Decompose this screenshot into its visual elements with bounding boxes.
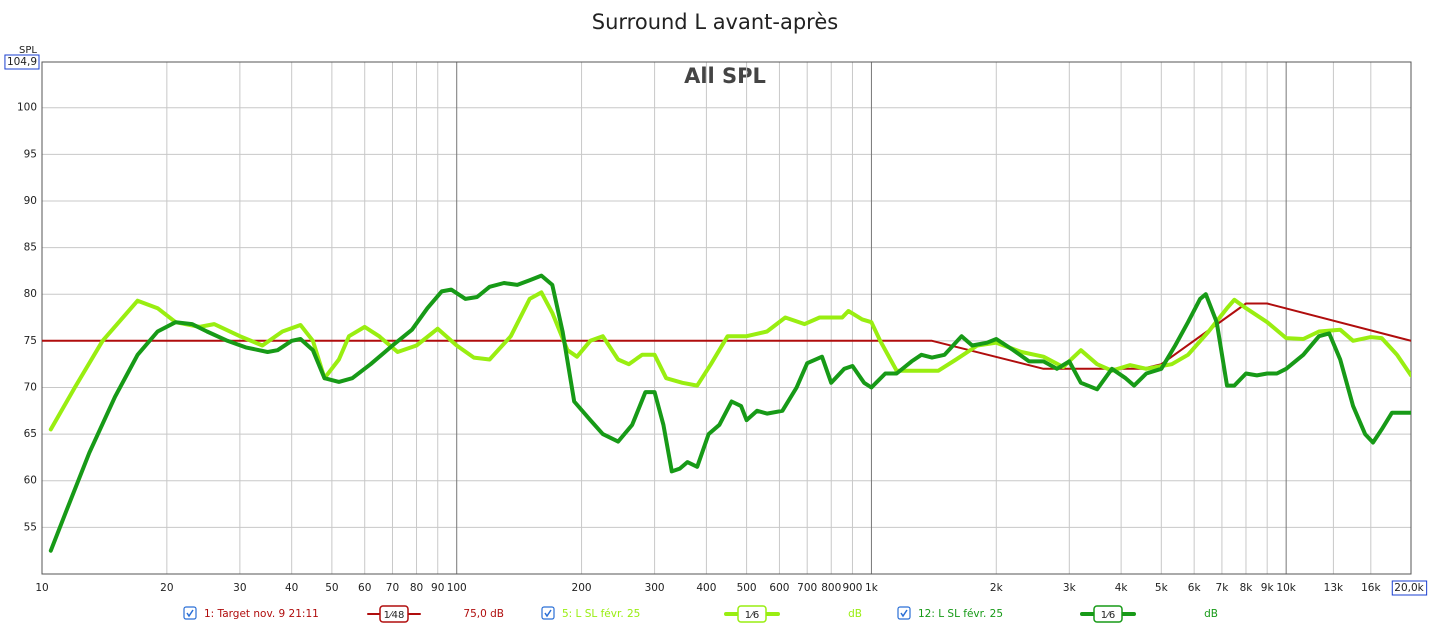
x-tick-label: 20 <box>160 582 173 594</box>
x-tick-label: 900 <box>842 582 862 594</box>
legend-label[interactable]: 1: Target nov. 9 21:11 <box>204 608 319 620</box>
legend-readout: dB <box>848 608 862 620</box>
x-tick-label: 20,0k <box>1394 582 1424 594</box>
axis-end-box <box>4 54 40 70</box>
x-tick-label: 30 <box>233 582 246 594</box>
smoothing-label[interactable]: 1⁄6 <box>1101 610 1115 621</box>
x-tick-label: 80 <box>410 582 423 594</box>
smoothing-label[interactable]: 1⁄6 <box>745 610 759 621</box>
chart-title: Surround L avant-après <box>592 10 838 34</box>
y-tick-label: 65 <box>24 428 37 440</box>
legend-checkbox[interactable] <box>183 606 197 620</box>
x-tick-label: 40 <box>285 582 298 594</box>
x-tick-label: 300 <box>645 582 665 594</box>
smoothing-box[interactable] <box>737 605 767 623</box>
x-tick-label: 7k <box>1216 582 1230 594</box>
y-tick-label: 100 <box>17 102 37 114</box>
x-tick-label: 50 <box>325 582 338 594</box>
x-tick-label: 10 <box>35 582 48 594</box>
legend-label[interactable]: 12: L SL févr. 25 <box>918 608 1003 620</box>
x-tick-label: 100 <box>447 582 467 594</box>
y-tick-label: 70 <box>24 381 37 393</box>
x-tick-label: 800 <box>821 582 841 594</box>
x-tick-label: 5k <box>1155 582 1169 594</box>
smoothing-box[interactable] <box>1093 605 1123 623</box>
y-tick-label: 90 <box>24 195 37 207</box>
x-tick-label: 600 <box>769 582 789 594</box>
series-line <box>48 290 1411 432</box>
legend-checkmark <box>900 609 908 618</box>
x-tick-label: 6k <box>1188 582 1202 594</box>
x-tick-label: 200 <box>572 582 592 594</box>
smoothing-box[interactable] <box>379 605 409 623</box>
y-tick-label: 55 <box>24 521 37 533</box>
axis-end-box <box>1391 580 1428 596</box>
y-tick-label: 85 <box>24 242 37 254</box>
x-tick-label: 60 <box>358 582 371 594</box>
x-tick-label: 1k <box>865 582 879 594</box>
x-tick-label: 9k <box>1261 582 1275 594</box>
plot-frame <box>41 61 1412 575</box>
y-axis-label: SPL <box>19 45 37 56</box>
legend-checkbox[interactable] <box>541 606 555 620</box>
legend-readout: 75,0 dB <box>463 608 504 620</box>
smoothing-label[interactable]: 1⁄48 <box>384 610 405 621</box>
annotation: All SPL <box>684 64 766 88</box>
x-tick-label: 3k <box>1063 582 1077 594</box>
series-line <box>48 273 1411 553</box>
legend-checkmark <box>186 609 194 618</box>
y-tick-label: 75 <box>24 335 37 347</box>
y-tick-label: 60 <box>24 475 37 487</box>
legend-label[interactable]: 5: L SL févr. 25 <box>562 608 640 620</box>
legend-readout: dB <box>1204 608 1218 620</box>
x-tick-label: 70 <box>386 582 399 594</box>
x-tick-label: 13k <box>1324 582 1344 594</box>
x-tick-label: 4k <box>1115 582 1129 594</box>
x-tick-label: 400 <box>696 582 716 594</box>
x-tick-label: 500 <box>737 582 757 594</box>
legend-checkbox[interactable] <box>897 606 911 620</box>
x-tick-label: 8k <box>1240 582 1254 594</box>
x-tick-label: 10k <box>1276 582 1296 594</box>
y-tick-label: 80 <box>24 288 37 300</box>
x-tick-label: 700 <box>797 582 817 594</box>
y-tick-label: 95 <box>24 148 37 160</box>
y-tick-label: 104,9 <box>7 56 37 68</box>
x-tick-label: 2k <box>990 582 1004 594</box>
x-tick-label: 16k <box>1361 582 1381 594</box>
legend-checkmark <box>544 609 552 618</box>
x-tick-label: 90 <box>431 582 444 594</box>
